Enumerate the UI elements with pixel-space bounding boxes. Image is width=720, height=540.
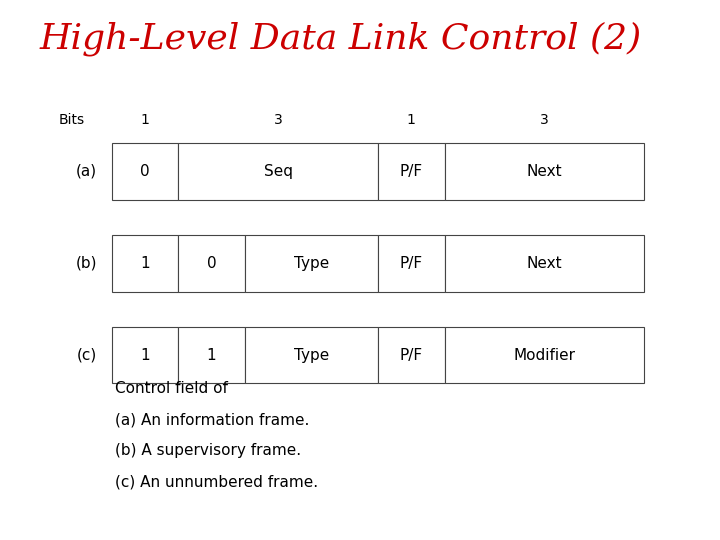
Bar [444,235,644,292]
Text: Seq: Seq [264,164,292,179]
Text: 0: 0 [207,256,216,271]
Text: (b): (b) [76,256,97,271]
Bar [179,327,245,383]
Text: Bits: Bits [59,113,85,127]
Text: 1: 1 [140,256,150,271]
Text: (c): (c) [77,348,97,362]
Text: 1: 1 [207,348,216,362]
Bar [179,235,245,292]
Bar [112,235,179,292]
Text: 3: 3 [540,113,549,127]
Bar [444,327,644,383]
Text: High-Level Data Link Control (2): High-Level Data Link Control (2) [40,22,642,56]
Text: (a) An information frame.: (a) An information frame. [115,412,310,427]
Bar [444,143,644,200]
Text: P/F: P/F [400,348,423,362]
Text: Control field of: Control field of [115,381,228,396]
Bar [245,235,378,292]
Text: 1: 1 [407,113,415,127]
Bar [112,327,179,383]
Text: Modifier: Modifier [513,348,575,362]
Text: (c) An unnumbered frame.: (c) An unnumbered frame. [115,475,318,490]
Bar [245,327,378,383]
Text: 0: 0 [140,164,150,179]
Text: Type: Type [294,348,329,362]
Text: P/F: P/F [400,256,423,271]
Text: Next: Next [527,164,562,179]
Bar [378,327,444,383]
Text: 3: 3 [274,113,282,127]
Bar [378,143,444,200]
Text: 1: 1 [140,113,149,127]
Text: 1: 1 [140,348,150,362]
Bar [179,143,378,200]
Bar [378,235,444,292]
Text: P/F: P/F [400,164,423,179]
Bar [112,143,179,200]
Text: Type: Type [294,256,329,271]
Text: (b) A supervisory frame.: (b) A supervisory frame. [115,443,302,458]
Text: (a): (a) [76,164,97,179]
Text: Next: Next [527,256,562,271]
